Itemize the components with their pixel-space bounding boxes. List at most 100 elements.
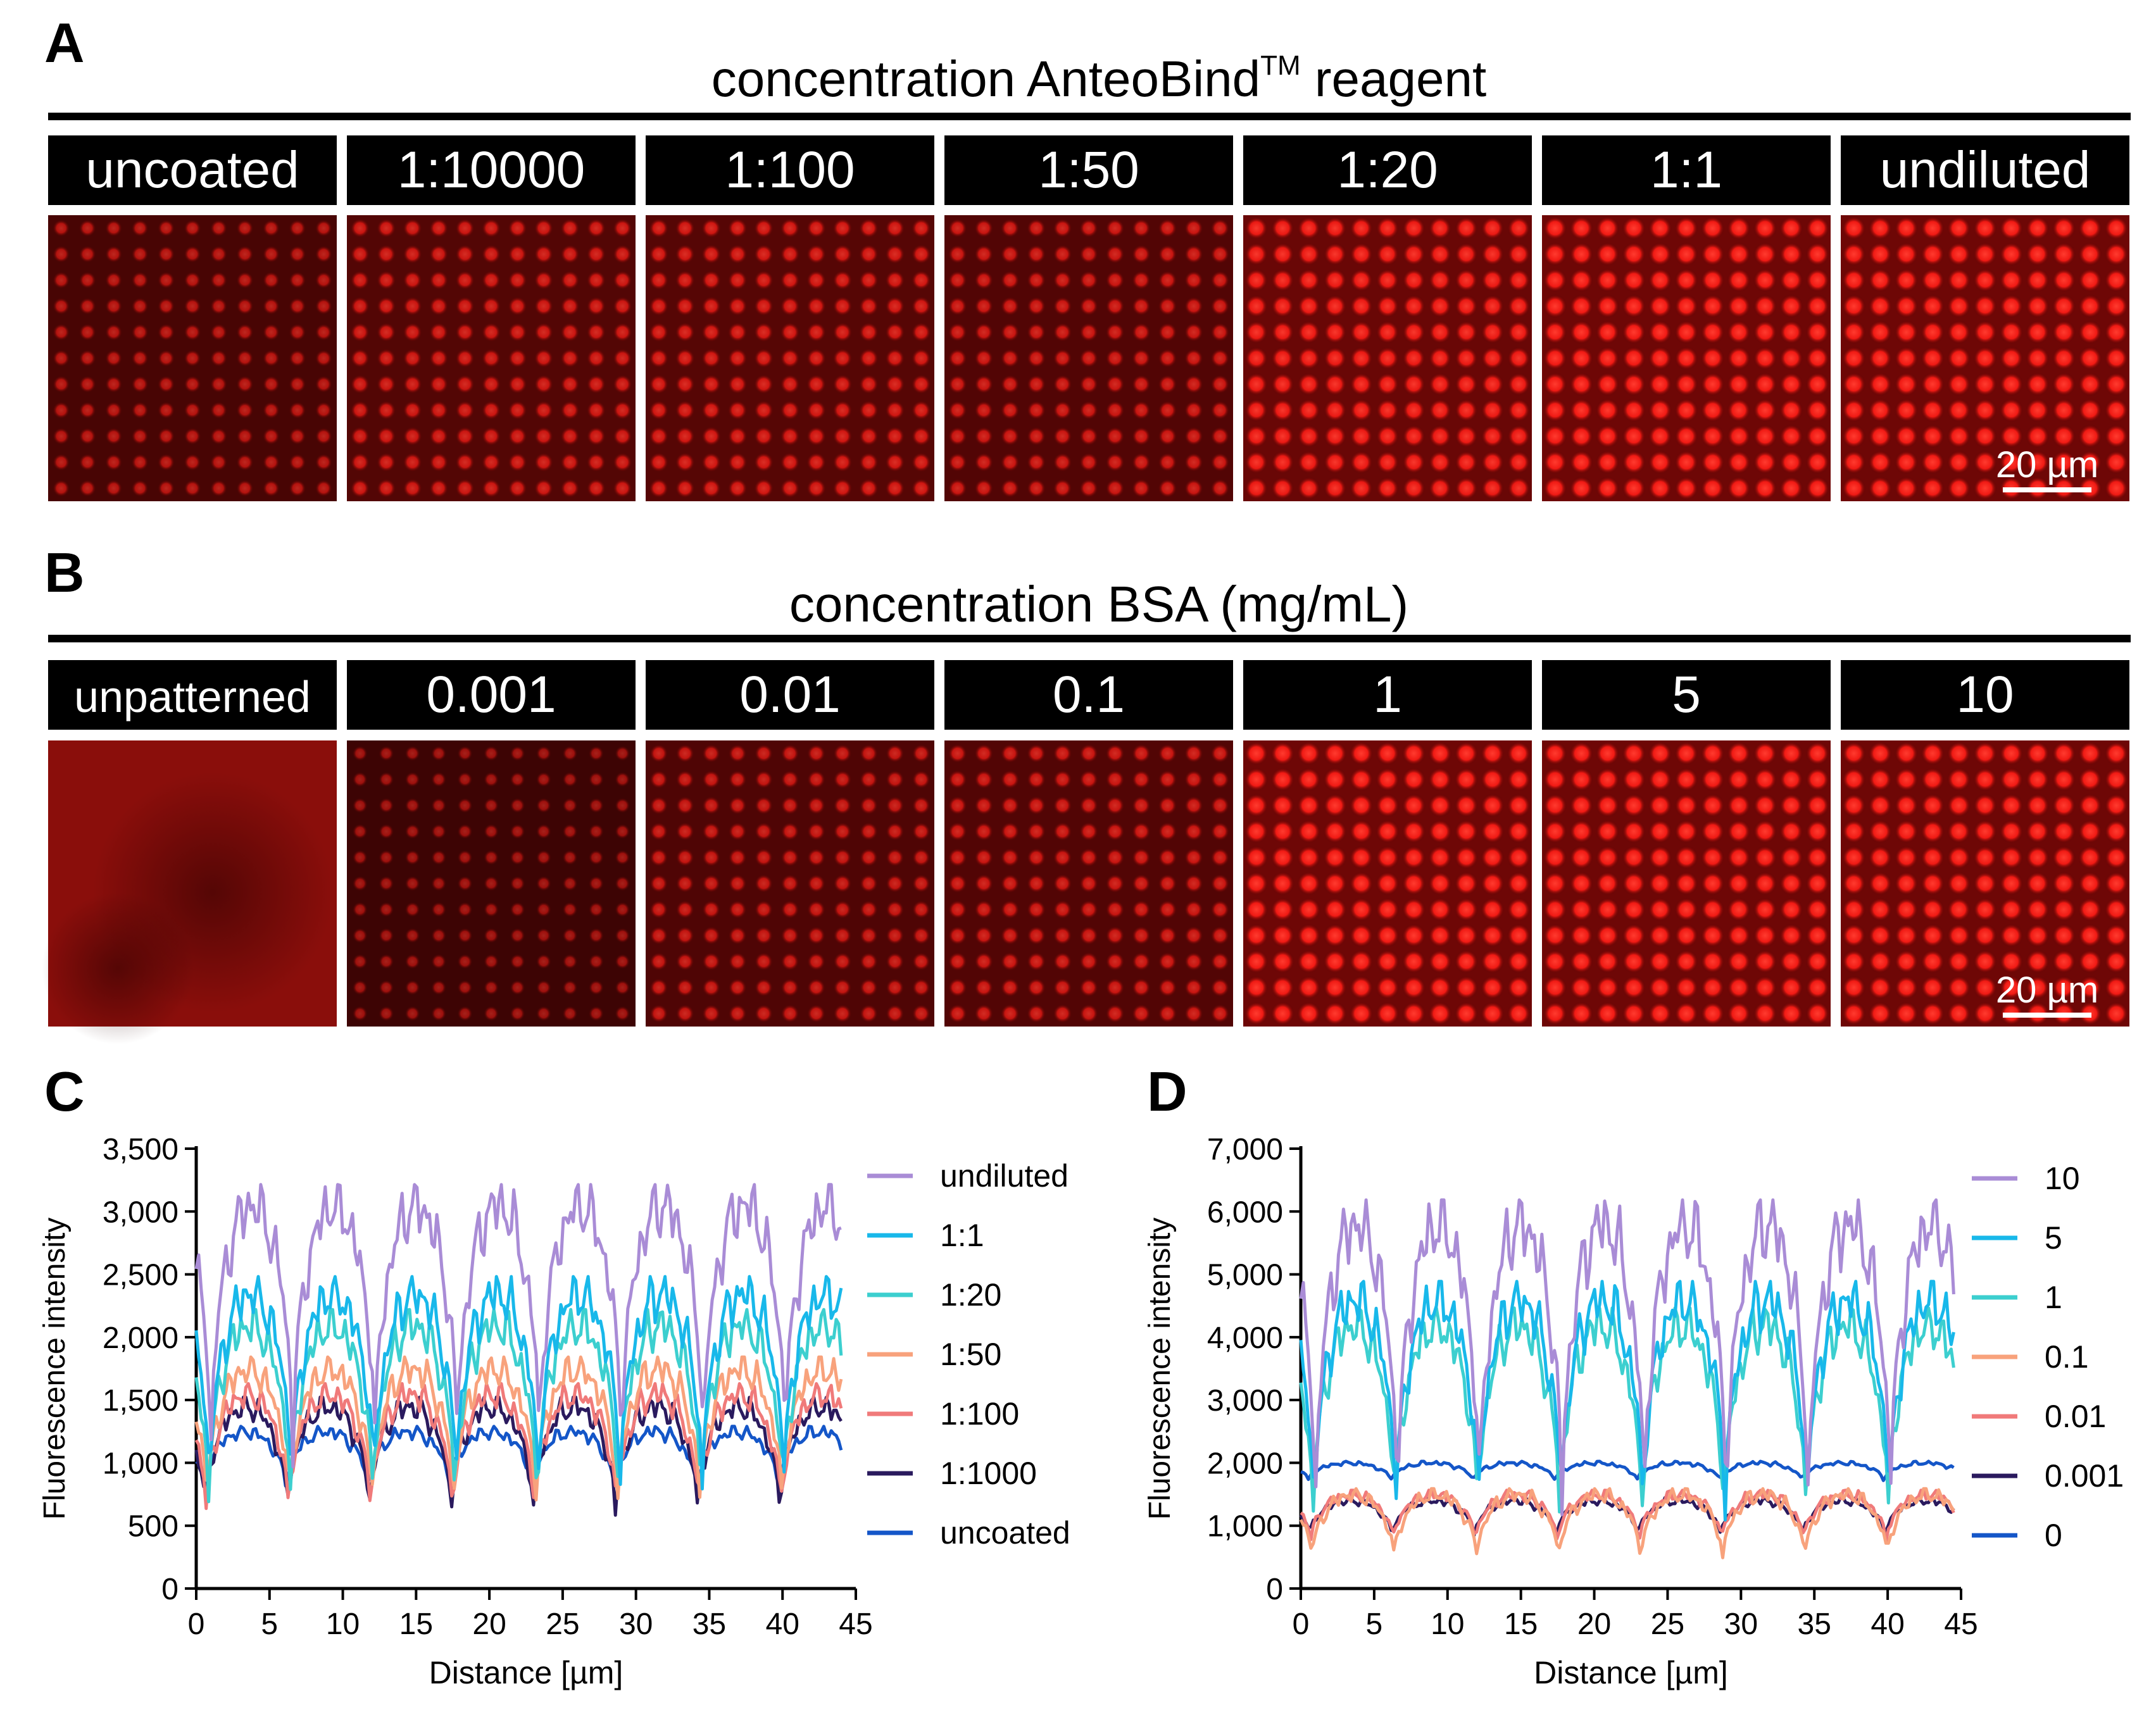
- panel_b-tile: 0.1: [944, 660, 1233, 1027]
- panel_b-micrograph: [1841, 740, 2129, 1027]
- panel_a-scale-bar-label: 20 µm: [1996, 444, 2098, 485]
- panel_b-label: 0.01: [739, 666, 841, 723]
- series-line-1-100: [194, 1382, 843, 1510]
- panel-b-title: concentration BSA (mg/mL): [789, 576, 1408, 632]
- y-tick-label: 500: [128, 1510, 179, 1544]
- panel_b-scale-bar-label: 20 µm: [1996, 970, 2098, 1011]
- panel_b-label-box: [1841, 660, 2129, 730]
- legend-label: 5: [2045, 1220, 2062, 1256]
- series-line-1-50: [194, 1355, 843, 1502]
- y-tick-label: 2,500: [103, 1259, 179, 1292]
- y-axis-label: Fluorescence intensity: [1143, 1218, 1177, 1520]
- y-tick-label: 3,000: [1207, 1384, 1283, 1418]
- panel_b-micrograph: [1243, 740, 1532, 1027]
- chart-c: 0 5 10 15 20 25 30 35 40 45 0 500 1,000 1,500 2,000 2,5…: [38, 1133, 1070, 1690]
- x-tick-label: 45: [839, 1608, 872, 1641]
- y-tick-label: 2,000: [103, 1321, 179, 1355]
- panel_b-label: 0.1: [1053, 666, 1125, 723]
- panel_a-label-box: [646, 135, 934, 205]
- x-tick-label: 10: [1431, 1608, 1464, 1641]
- y-tick-label: 3,500: [103, 1133, 179, 1166]
- panel_b-micrograph: [42, 740, 337, 1044]
- x-tick-label: 25: [1651, 1608, 1684, 1641]
- y-tick-label: 2,000: [1207, 1447, 1283, 1480]
- panel_a-label: 1:50: [1038, 141, 1139, 199]
- legend-label: 1:1: [940, 1218, 984, 1253]
- legend-label: 0.001: [2045, 1458, 2124, 1494]
- x-tick-label: 25: [546, 1608, 579, 1641]
- panel_b-tile: 1: [1243, 660, 1532, 1027]
- panel_b-label: 5: [1672, 666, 1701, 723]
- panel_a-tile: 1:1: [1542, 135, 1831, 501]
- panel-a-title: concentration AnteoBindTM reagent: [711, 50, 1486, 107]
- panel_a-tile: 1:20: [1243, 135, 1532, 501]
- panel_a-scale-bar: 20 µm: [1996, 444, 2098, 492]
- panel_a-label: undiluted: [1880, 141, 2091, 199]
- panel_b-micrograph: [347, 740, 636, 1027]
- panel_b-label-box: [1243, 660, 1532, 730]
- panel_b-scale-bar: 20 µm: [1996, 970, 2098, 1018]
- x-tick-label: 40: [766, 1608, 799, 1641]
- panel_b-label-box: [1542, 660, 1831, 730]
- panel_b-micrograph: [646, 740, 934, 1027]
- y-tick-label: 0: [161, 1573, 179, 1606]
- y-tick-label: 6,000: [1207, 1196, 1283, 1229]
- panel_a-label-box: [1841, 135, 2129, 205]
- x-tick-label: 5: [1366, 1608, 1383, 1641]
- panel_a-micrograph: [646, 215, 934, 501]
- x-axis-label: Distance [µm]: [1534, 1655, 1728, 1690]
- series-line-0: [1300, 1459, 1955, 1482]
- panel_b-label-box: [347, 660, 636, 730]
- panel_a-micrograph: [1243, 215, 1532, 501]
- legend-label: 1:50: [940, 1337, 1001, 1372]
- panel_b-label: 0.001: [426, 666, 556, 723]
- panel_b-tile: 5: [1542, 660, 1831, 1027]
- panel_a-label-box: [1243, 135, 1532, 205]
- panel_a-label: 1:20: [1337, 141, 1438, 199]
- panel_a-tile: 1:50: [944, 135, 1233, 501]
- y-tick-label: 7,000: [1207, 1133, 1283, 1166]
- x-tick-label: 0: [188, 1608, 205, 1641]
- x-tick-label: 30: [619, 1608, 653, 1641]
- panel_b-tile: 0.001: [347, 660, 636, 1027]
- series-line-0-01: [1300, 1489, 1955, 1544]
- panel_b-micrograph: [944, 740, 1233, 1027]
- panel-a-rule: [48, 113, 2131, 120]
- panel-a-image-row: uncoated 1:10000 1:100 1:50 1:20 1:1 undiluted…: [48, 135, 2129, 501]
- series-line-5: [1299, 1280, 1955, 1522]
- legend-label: 0: [2045, 1518, 2062, 1553]
- panel-b-rule: [48, 635, 2131, 642]
- x-tick-label: 0: [1293, 1608, 1310, 1641]
- panel_a-micrograph: [944, 215, 1233, 501]
- x-tick-label: 10: [326, 1608, 360, 1641]
- panel_a-tile: uncoated: [48, 135, 337, 501]
- panel-b-letter: B: [44, 541, 85, 604]
- legend-label: 1:20: [940, 1277, 1001, 1313]
- legend-label: uncoated: [940, 1515, 1070, 1551]
- panel-a-title-suffix: reagent: [1301, 51, 1487, 107]
- chart-d: 0 5 10 15 20 25 30 35 40 4501,0002,0003,0004,0005…: [1143, 1133, 2124, 1690]
- x-axis-label: Distance [µm]: [429, 1655, 624, 1690]
- x-tick-label: 40: [1871, 1608, 1904, 1641]
- panel-c-letter: C: [44, 1060, 85, 1123]
- panel_a-micrograph: [48, 215, 337, 501]
- series-line-10: [1299, 1198, 1955, 1516]
- panel_b-tile: 0.01: [646, 660, 934, 1027]
- y-axis-label: Fluorescence intensity: [38, 1218, 72, 1520]
- panel_a-label-box: [347, 135, 636, 205]
- legend-label: 0.01: [2045, 1399, 2106, 1434]
- series-line-1-1: [194, 1275, 843, 1490]
- x-tick-label: 30: [1724, 1608, 1758, 1641]
- y-tick-label: 4,000: [1207, 1321, 1283, 1355]
- panel_a-label: 1:1: [1650, 141, 1722, 199]
- legend-label: 0.1: [2045, 1339, 2089, 1375]
- panel_b-label-box: [646, 660, 934, 730]
- panel_a-label: 1:10000: [398, 141, 585, 199]
- x-tick-label: 45: [1944, 1608, 1977, 1641]
- legend-label: 10: [2045, 1161, 2080, 1196]
- x-tick-label: 15: [399, 1608, 433, 1641]
- x-tick-label: 35: [693, 1608, 726, 1641]
- x-tick-label: 20: [1577, 1608, 1611, 1641]
- panel_a-tile: undiluted: [1841, 135, 2129, 501]
